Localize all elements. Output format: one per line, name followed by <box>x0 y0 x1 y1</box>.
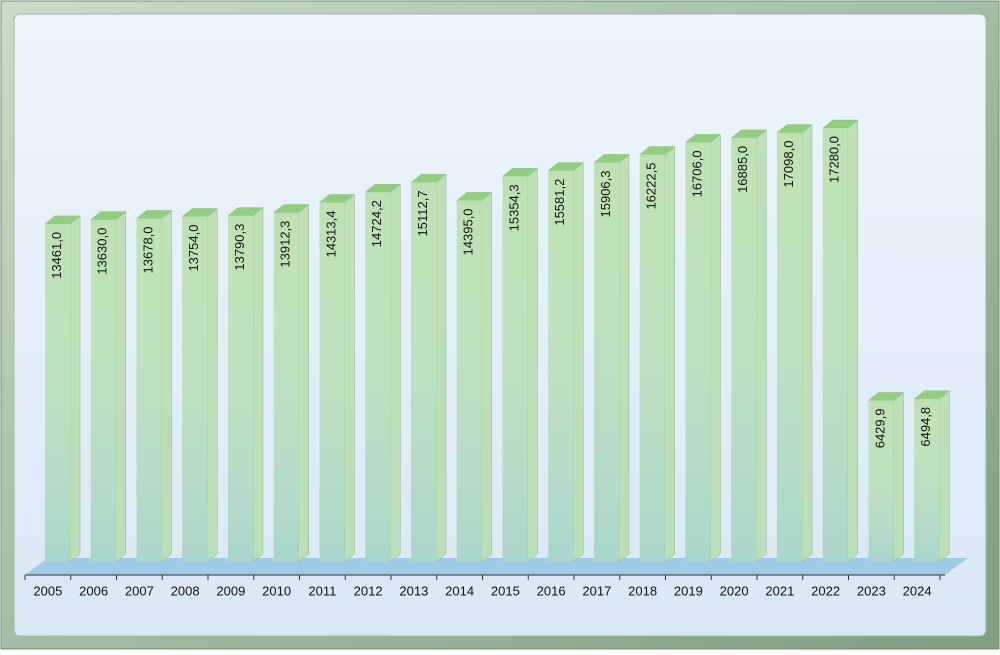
x-tick-label: 2021 <box>765 583 794 598</box>
bar-shade <box>319 202 345 562</box>
bar-side <box>481 191 492 563</box>
data-label: 13790,3 <box>232 224 247 271</box>
bar-shade <box>685 142 711 562</box>
data-label: 16706,0 <box>689 150 704 197</box>
bar-shade <box>639 154 665 563</box>
x-tick-label: 2013 <box>399 583 428 598</box>
data-label: 15906,3 <box>598 171 613 218</box>
x-tick-label: 2020 <box>720 583 749 598</box>
bar-side <box>252 207 264 563</box>
x-tick-label: 2017 <box>582 583 611 598</box>
data-label: 15354,3 <box>506 184 521 231</box>
bar-side <box>573 162 584 563</box>
bar-side <box>618 153 630 563</box>
data-label: 15581,2 <box>552 179 567 226</box>
bar-shade <box>45 223 70 563</box>
data-label: 13754,0 <box>186 225 201 272</box>
bar-side <box>756 129 767 563</box>
data-label: 13461,0 <box>49 232 64 279</box>
x-tick-label: 2016 <box>537 583 566 598</box>
bar-shade <box>136 218 162 562</box>
bar-shade <box>868 400 894 562</box>
floor <box>25 558 968 575</box>
bar-side <box>69 215 81 563</box>
bar-shade <box>411 182 436 562</box>
x-tick-label: 2014 <box>445 583 474 598</box>
bar-side <box>664 146 675 563</box>
bar-shade <box>456 200 482 562</box>
data-label: 14395,0 <box>461 208 476 255</box>
bar-shade <box>182 216 208 562</box>
data-label: 13912,3 <box>278 221 293 268</box>
x-tick-label: 2010 <box>262 583 291 598</box>
bar-shade <box>273 212 299 562</box>
bar-shade <box>822 128 848 562</box>
x-tick-label: 2012 <box>354 583 383 598</box>
x-tick-label: 2005 <box>33 583 62 598</box>
data-label: 16222,5 <box>644 163 659 210</box>
bar-shade <box>228 215 253 562</box>
x-tick-label: 2007 <box>125 583 154 598</box>
bar-shade <box>914 398 940 562</box>
x-tick-label: 2011 <box>308 583 336 598</box>
data-label: 6494,8 <box>918 407 933 447</box>
data-label: 15112,7 <box>415 190 430 236</box>
bar-side <box>847 119 858 563</box>
x-tick-label: 2008 <box>171 583 200 598</box>
bar-side <box>207 208 218 563</box>
x-tick-label: 2022 <box>811 583 840 598</box>
bar-side <box>390 183 401 563</box>
bar-shade <box>90 219 116 562</box>
x-tick-label: 2018 <box>628 583 657 598</box>
x-tick-label: 2019 <box>674 583 703 598</box>
x-tick-label: 2009 <box>216 583 245 598</box>
data-label: 16885,0 <box>735 146 750 193</box>
x-tick-label: 2024 <box>903 583 932 598</box>
bar-side <box>527 167 538 563</box>
data-label: 6429,9 <box>872 409 887 449</box>
data-label: 14313,4 <box>323 211 338 258</box>
data-label: 13678,0 <box>140 226 155 273</box>
bar-shade <box>548 170 574 562</box>
data-label: 13630,0 <box>95 228 110 275</box>
x-tick-label: 2023 <box>857 583 886 598</box>
bar-side <box>115 211 126 563</box>
data-label: 14724,2 <box>369 200 384 247</box>
bar-shade <box>502 176 528 562</box>
bar-shade <box>365 192 391 563</box>
bar-side <box>939 390 950 563</box>
bar-side <box>161 209 172 563</box>
data-label: 17098,0 <box>781 141 796 188</box>
bar-shade <box>777 132 802 563</box>
bar-side <box>298 204 309 563</box>
bar-side <box>710 133 721 563</box>
bar-side <box>435 173 447 563</box>
x-tick-label: 2015 <box>491 583 520 598</box>
x-tick-label: 2006 <box>79 583 108 598</box>
bar-side <box>344 193 355 563</box>
bar-side <box>801 124 813 563</box>
data-label: 17280,0 <box>827 136 842 183</box>
bar-shade <box>731 137 757 562</box>
bar-shade <box>594 162 619 562</box>
bar-side <box>893 391 904 563</box>
